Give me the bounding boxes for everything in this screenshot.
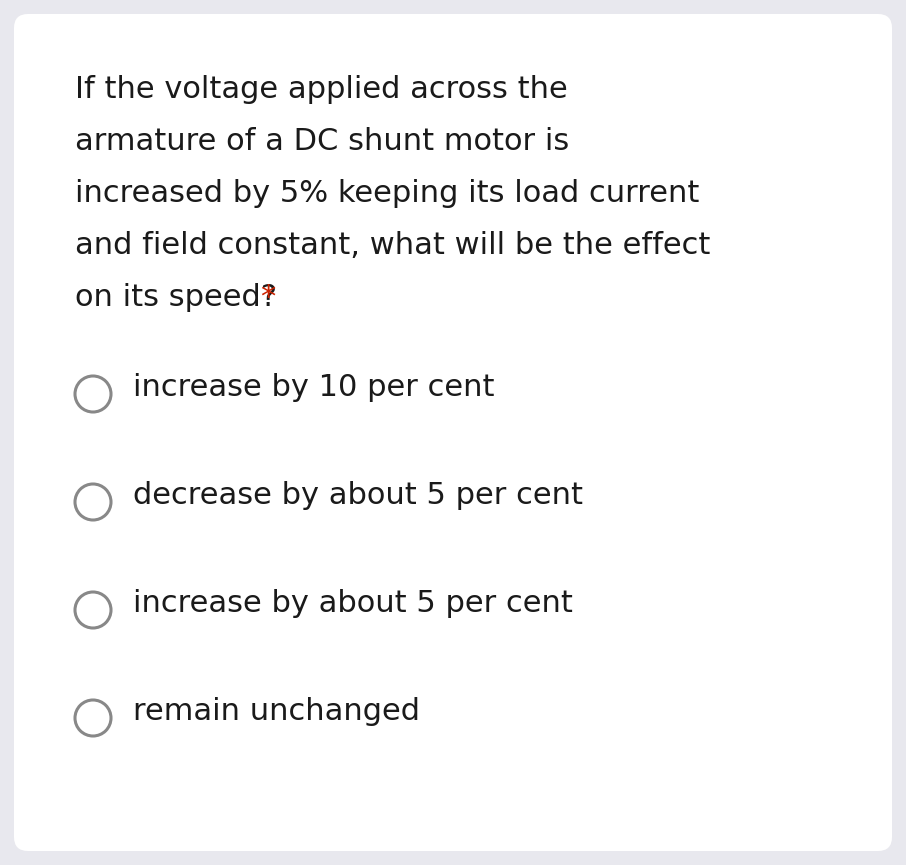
Text: increase by about 5 per cent: increase by about 5 per cent bbox=[133, 589, 573, 618]
Text: increased by 5% keeping its load current: increased by 5% keeping its load current bbox=[75, 179, 699, 208]
Text: decrease by about 5 per cent: decrease by about 5 per cent bbox=[133, 481, 583, 510]
Text: armature of a DC shunt motor is: armature of a DC shunt motor is bbox=[75, 127, 569, 156]
FancyBboxPatch shape bbox=[14, 14, 892, 851]
Text: If the voltage applied across the: If the voltage applied across the bbox=[75, 75, 568, 104]
Text: on its speed?: on its speed? bbox=[75, 283, 287, 312]
Text: increase by 10 per cent: increase by 10 per cent bbox=[133, 373, 495, 402]
Text: and field constant, what will be the effect: and field constant, what will be the eff… bbox=[75, 231, 710, 260]
Text: *: * bbox=[260, 283, 275, 312]
Text: remain unchanged: remain unchanged bbox=[133, 697, 420, 726]
